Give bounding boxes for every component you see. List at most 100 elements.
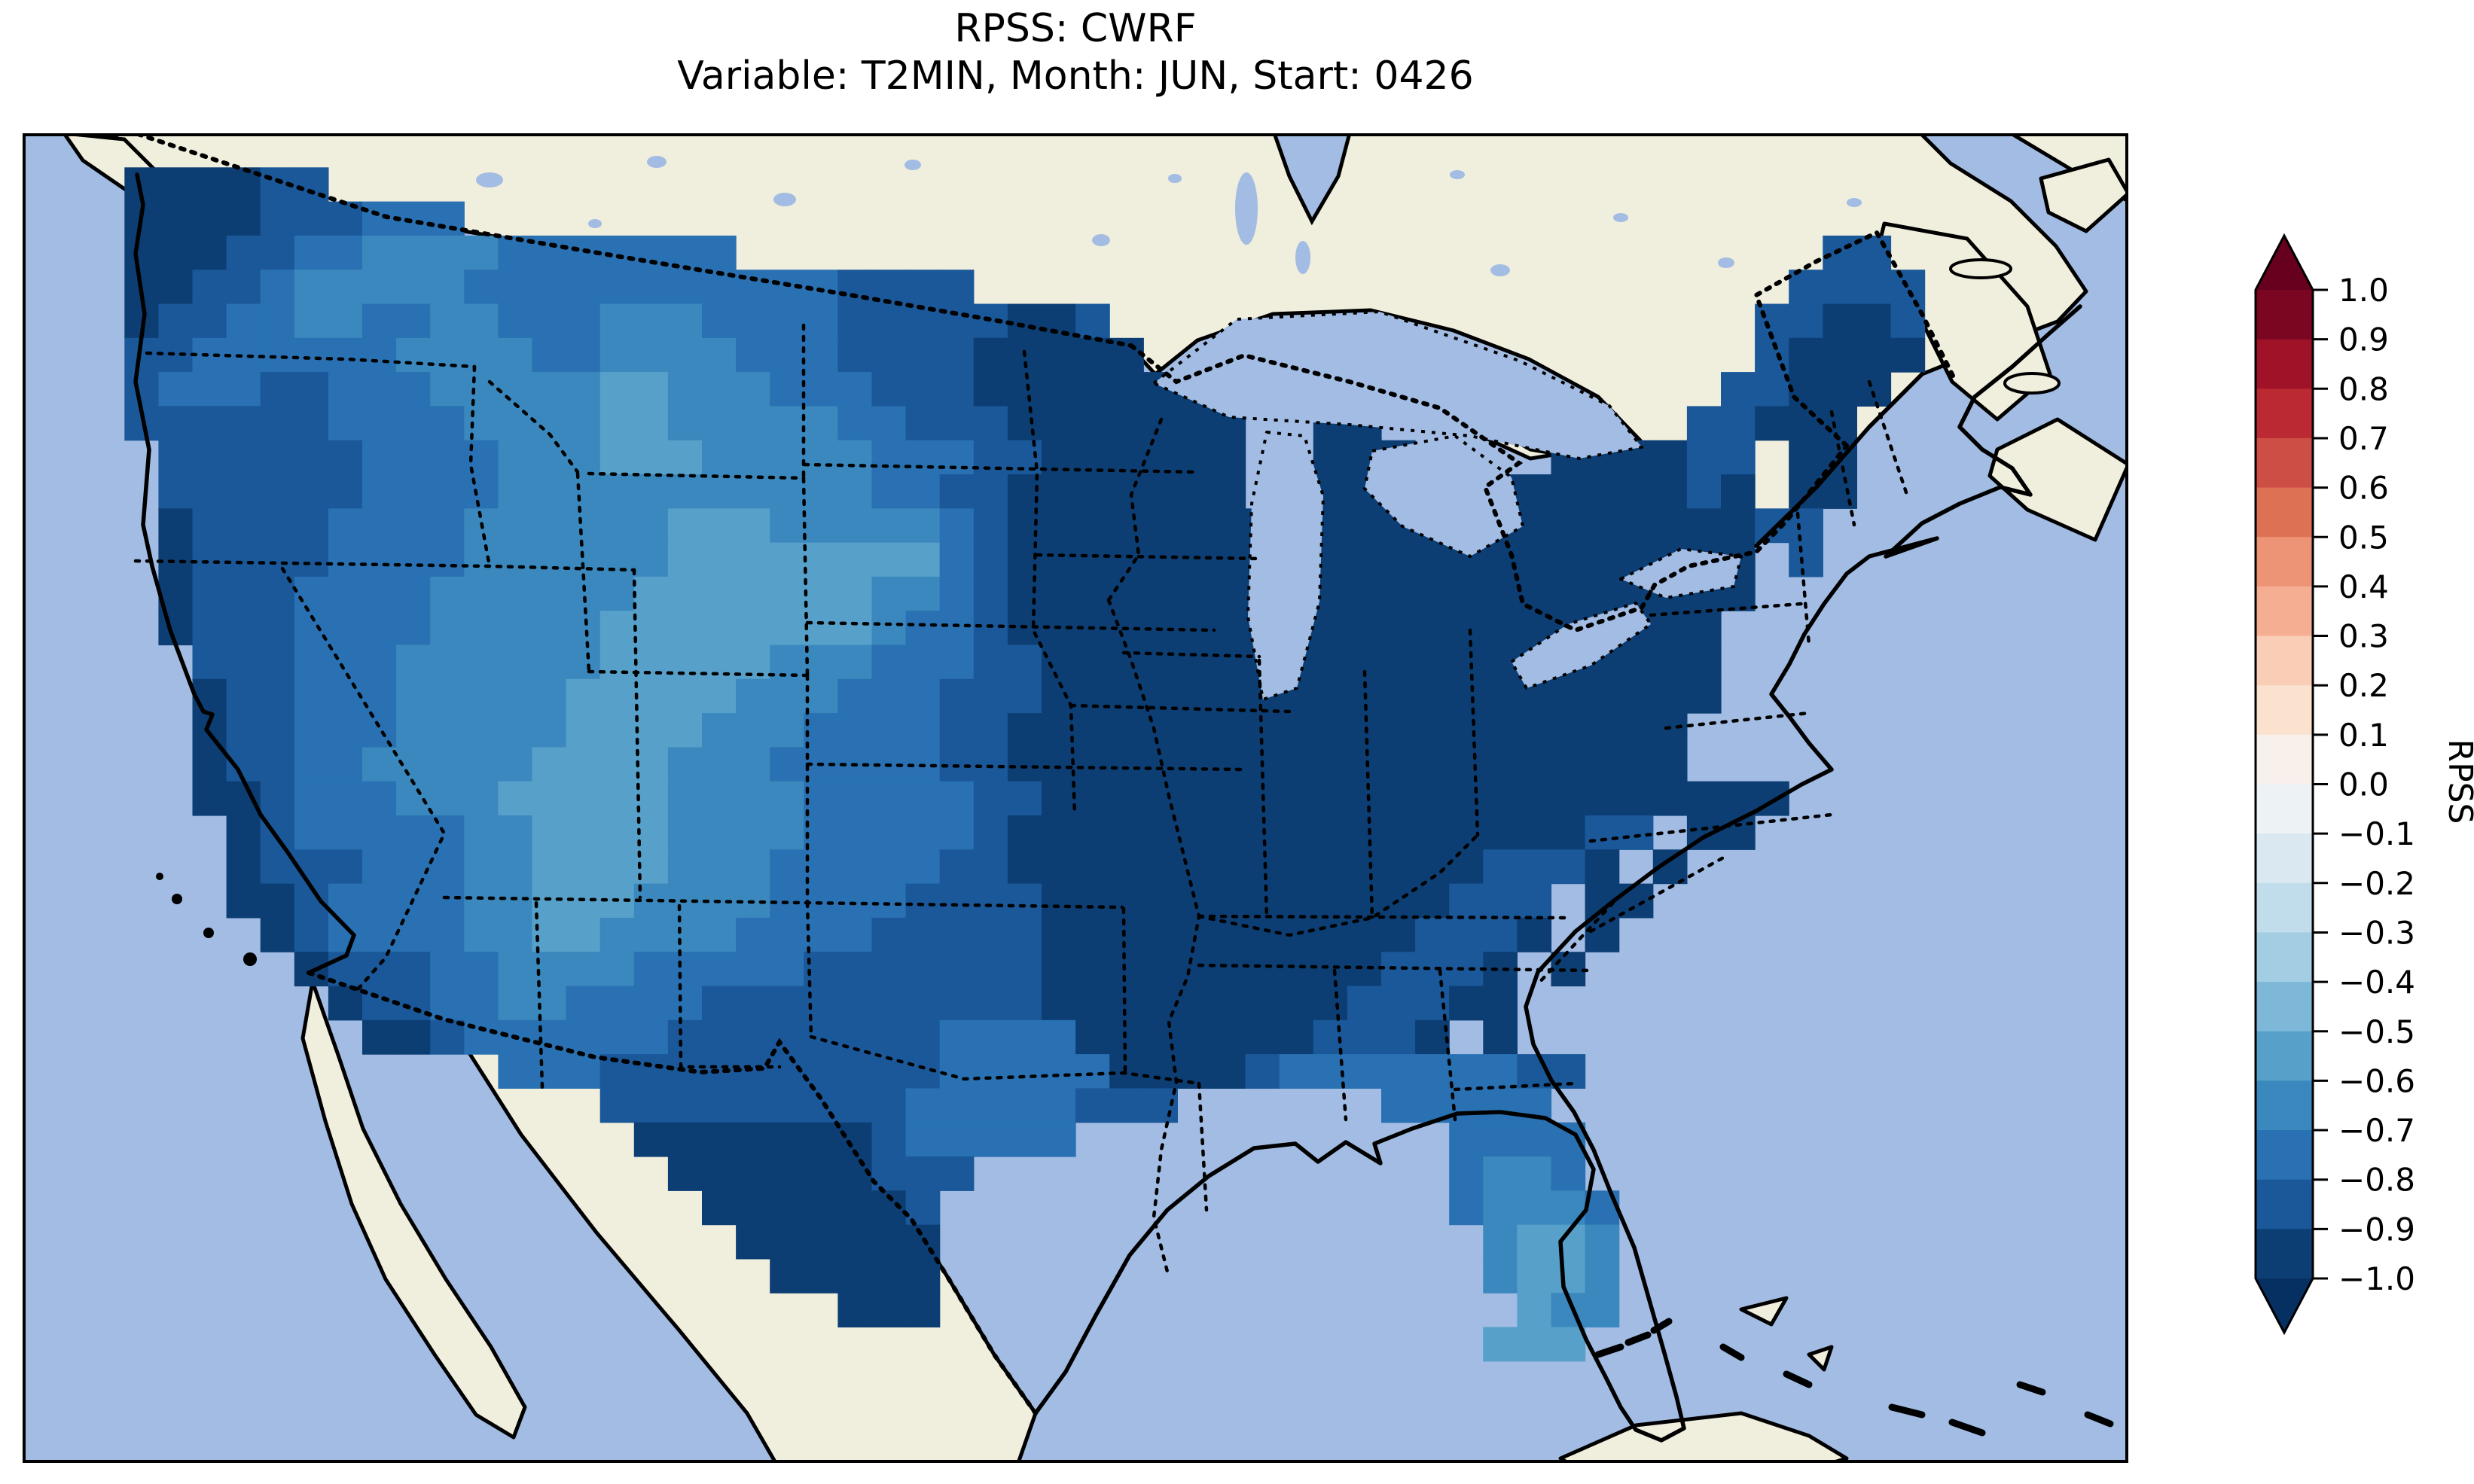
rpss-cell	[464, 917, 499, 952]
rpss-cell	[328, 849, 363, 885]
canada-lake	[904, 160, 921, 170]
rpss-cell	[633, 747, 669, 782]
rpss-cell	[1075, 747, 1110, 782]
channel-island	[172, 894, 182, 904]
rpss-cell	[599, 713, 635, 748]
rpss-cell	[1381, 986, 1416, 1021]
colorbar-segment	[2256, 833, 2313, 884]
colorbar-segment	[2256, 290, 2313, 340]
rpss-cell	[498, 713, 533, 748]
us-mexico-border	[307, 971, 1038, 1415]
rpss-cell	[1823, 235, 1857, 270]
rpss-cell	[804, 1224, 838, 1260]
rpss-cell	[226, 235, 261, 270]
rpss-cell	[633, 1019, 669, 1055]
rpss-cell	[804, 508, 838, 544]
rpss-cell	[1177, 917, 1213, 952]
rpss-cell	[1483, 986, 1518, 1021]
rpss-cell	[464, 611, 499, 646]
rpss-cell	[1686, 440, 1722, 475]
rpss-cell	[1143, 917, 1178, 952]
rpss-cell	[328, 678, 363, 714]
rpss-cell	[192, 678, 227, 714]
rpss-cell	[905, 1293, 941, 1328]
rpss-cell	[362, 678, 397, 714]
rpss-cell	[1279, 1054, 1314, 1089]
rpss-cell	[770, 542, 804, 577]
state-border	[802, 462, 1200, 474]
rpss-cell	[702, 644, 737, 680]
rpss-cell	[362, 815, 397, 850]
state-border	[587, 669, 810, 678]
rpss-cell	[294, 678, 329, 714]
rpss-cell	[1449, 1190, 1484, 1226]
rpss-cell	[1075, 781, 1110, 816]
state-border	[487, 379, 580, 474]
rpss-cell	[804, 678, 838, 714]
rpss-cell	[973, 474, 1008, 509]
rpss-cell	[192, 167, 227, 203]
rpss-cell	[1042, 883, 1076, 919]
rpss-cell	[973, 1088, 1008, 1123]
rpss-cell	[498, 815, 533, 850]
rpss-cell	[939, 986, 975, 1021]
rpss-cell	[770, 644, 804, 680]
rpss-cell	[1652, 508, 1688, 544]
rpss-cell	[1551, 1327, 1586, 1362]
rpss-cell	[260, 917, 295, 952]
rpss-cell	[973, 440, 1008, 475]
rpss-cell	[973, 883, 1008, 919]
rpss-cell	[1415, 883, 1450, 919]
rpss-cell	[1449, 952, 1484, 987]
us-canada-border-maine	[1753, 230, 1958, 448]
rpss-cell	[362, 542, 397, 577]
rpss-cell	[871, 986, 907, 1021]
rpss-cell	[192, 644, 227, 680]
rpss-cell	[770, 372, 804, 407]
rpss-cell	[702, 1156, 737, 1191]
rpss-cell	[260, 337, 295, 373]
rpss-cell	[973, 611, 1008, 646]
rpss-cell	[1109, 713, 1144, 748]
colorbar-segment	[2256, 685, 2313, 736]
rpss-cell	[260, 270, 295, 305]
rpss-cell	[1007, 406, 1042, 441]
colorbar-segment	[2256, 635, 2313, 686]
rpss-cell	[532, 611, 567, 646]
island-chain	[1719, 1343, 1745, 1361]
rpss-cell	[464, 576, 499, 611]
rpss-cell	[804, 372, 838, 407]
rpss-cell	[1823, 406, 1857, 441]
island-chain	[1624, 1331, 1652, 1346]
state-border	[575, 471, 591, 674]
rpss-cell	[1007, 986, 1042, 1021]
rpss-cell	[1618, 678, 1654, 714]
rpss-cell	[192, 542, 227, 577]
rpss-cell	[1517, 1224, 1552, 1260]
rpss-cell	[1313, 713, 1348, 748]
rpss-cell	[1042, 1122, 1076, 1157]
rpss-cell	[1483, 952, 1518, 987]
rpss-cell	[1483, 1258, 1518, 1294]
rpss-cell	[1007, 1122, 1042, 1157]
rpss-cell	[1109, 781, 1144, 816]
rpss-cell	[599, 917, 635, 952]
rpss-cell	[260, 440, 295, 475]
rpss-cell	[1007, 952, 1042, 987]
rpss-cell	[973, 542, 1008, 577]
rpss-cell	[1585, 713, 1620, 748]
rpss-cell	[667, 440, 703, 475]
island-chain	[1650, 1318, 1673, 1334]
rpss-cell	[939, 1156, 975, 1191]
rpss-cell	[1686, 611, 1722, 646]
rpss-cell	[871, 713, 907, 748]
rpss-cell	[260, 542, 295, 577]
rpss-cell	[1789, 270, 1823, 305]
rpss-cell	[599, 644, 635, 680]
rpss-cell	[905, 1088, 941, 1123]
rpss-cell	[905, 1156, 941, 1191]
rpss-cell	[192, 576, 227, 611]
rpss-cell	[599, 781, 635, 816]
rpss-cell	[362, 235, 397, 270]
rpss-cell	[973, 781, 1008, 816]
